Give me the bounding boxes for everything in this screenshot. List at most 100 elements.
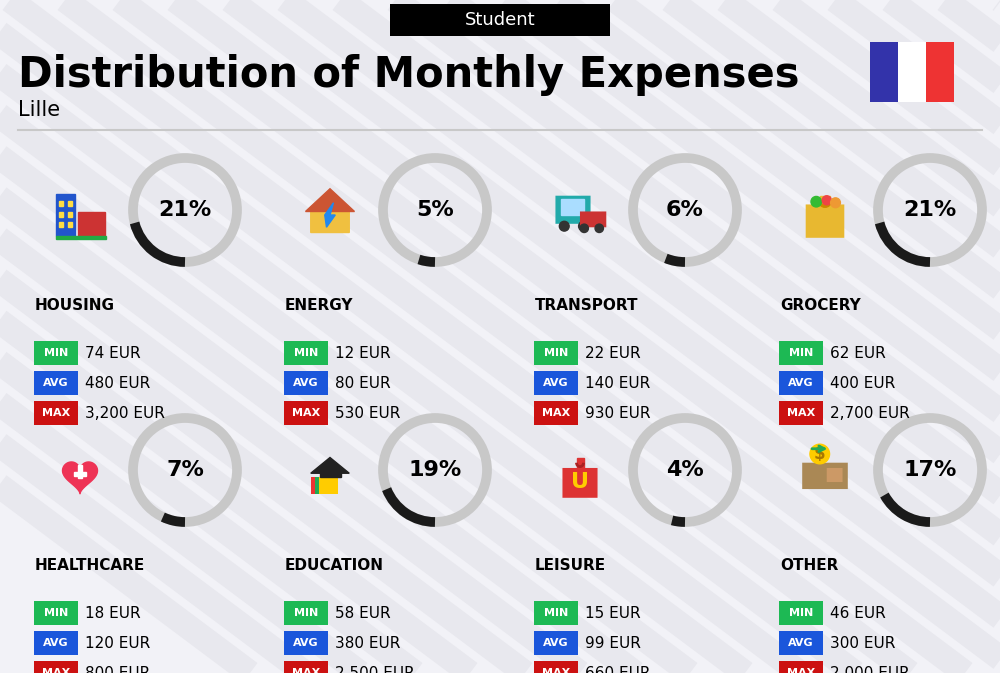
FancyBboxPatch shape — [779, 601, 823, 625]
FancyBboxPatch shape — [806, 205, 844, 238]
FancyBboxPatch shape — [926, 42, 954, 102]
Text: 19%: 19% — [408, 460, 462, 480]
Text: 62 EUR: 62 EUR — [830, 345, 886, 361]
Text: MAX: MAX — [292, 668, 320, 673]
FancyBboxPatch shape — [284, 661, 328, 673]
Text: 15 EUR: 15 EUR — [585, 606, 641, 621]
Bar — [78, 211, 104, 236]
Text: MAX: MAX — [42, 668, 70, 673]
Bar — [59, 222, 63, 227]
Text: EDUCATION: EDUCATION — [285, 557, 384, 573]
Text: MAX: MAX — [542, 408, 570, 418]
Text: MIN: MIN — [544, 348, 568, 358]
Polygon shape — [306, 188, 354, 211]
Polygon shape — [311, 192, 349, 232]
Text: 46 EUR: 46 EUR — [830, 606, 886, 621]
FancyBboxPatch shape — [779, 631, 823, 655]
Text: GROCERY: GROCERY — [780, 297, 861, 312]
FancyBboxPatch shape — [580, 211, 606, 227]
FancyBboxPatch shape — [284, 401, 328, 425]
Text: 530 EUR: 530 EUR — [335, 406, 400, 421]
Text: 140 EUR: 140 EUR — [585, 376, 650, 390]
Circle shape — [811, 197, 822, 207]
FancyBboxPatch shape — [319, 476, 338, 494]
Bar — [68, 222, 72, 227]
Text: MIN: MIN — [294, 348, 318, 358]
Text: MAX: MAX — [292, 408, 320, 418]
FancyBboxPatch shape — [555, 196, 591, 224]
Text: MAX: MAX — [542, 668, 570, 673]
Text: OTHER: OTHER — [780, 557, 838, 573]
FancyBboxPatch shape — [34, 601, 78, 625]
FancyBboxPatch shape — [898, 42, 926, 102]
Text: 22 EUR: 22 EUR — [585, 345, 641, 361]
Text: AVG: AVG — [788, 638, 814, 648]
FancyBboxPatch shape — [802, 463, 848, 489]
Text: LEISURE: LEISURE — [535, 557, 606, 573]
Text: 12 EUR: 12 EUR — [335, 345, 391, 361]
Circle shape — [559, 221, 569, 231]
Circle shape — [579, 221, 588, 231]
FancyBboxPatch shape — [779, 661, 823, 673]
Text: 2,500 EUR: 2,500 EUR — [335, 666, 415, 673]
FancyBboxPatch shape — [779, 401, 823, 425]
FancyBboxPatch shape — [34, 401, 78, 425]
Polygon shape — [63, 462, 97, 493]
FancyBboxPatch shape — [284, 371, 328, 395]
Bar — [68, 211, 72, 217]
Circle shape — [595, 224, 603, 232]
Text: MAX: MAX — [787, 668, 815, 673]
Text: TRANSPORT: TRANSPORT — [535, 297, 639, 312]
Text: MIN: MIN — [544, 608, 568, 618]
Text: 18 EUR: 18 EUR — [85, 606, 141, 621]
Text: 21%: 21% — [903, 200, 957, 220]
Polygon shape — [325, 203, 335, 227]
Text: 2,700 EUR: 2,700 EUR — [830, 406, 910, 421]
Text: AVG: AVG — [293, 378, 319, 388]
FancyBboxPatch shape — [315, 476, 334, 494]
Text: 120 EUR: 120 EUR — [85, 635, 150, 651]
FancyBboxPatch shape — [827, 468, 843, 482]
Text: 7%: 7% — [166, 460, 204, 480]
Circle shape — [822, 196, 831, 205]
Text: 6%: 6% — [666, 200, 704, 220]
Text: 21%: 21% — [158, 200, 212, 220]
Text: AVG: AVG — [543, 378, 569, 388]
Text: 480 EUR: 480 EUR — [85, 376, 150, 390]
Text: 400 EUR: 400 EUR — [830, 376, 895, 390]
Text: 930 EUR: 930 EUR — [585, 406, 650, 421]
Circle shape — [810, 444, 830, 464]
Circle shape — [580, 224, 588, 232]
Text: U: U — [571, 472, 589, 492]
Text: MAX: MAX — [787, 408, 815, 418]
Text: HOUSING: HOUSING — [35, 297, 115, 312]
Bar — [820, 196, 830, 206]
Text: 380 EUR: 380 EUR — [335, 635, 400, 651]
Bar — [68, 201, 72, 206]
Text: 2,000 EUR: 2,000 EUR — [830, 666, 910, 673]
Text: Student: Student — [465, 11, 535, 29]
FancyBboxPatch shape — [534, 631, 578, 655]
FancyBboxPatch shape — [34, 341, 78, 365]
FancyBboxPatch shape — [34, 661, 78, 673]
Bar — [576, 458, 584, 470]
FancyBboxPatch shape — [390, 4, 610, 36]
FancyBboxPatch shape — [534, 661, 578, 673]
Text: MIN: MIN — [294, 608, 318, 618]
Text: HEALTHCARE: HEALTHCARE — [35, 557, 145, 573]
Text: 800 EUR: 800 EUR — [85, 666, 150, 673]
Text: $: $ — [814, 445, 826, 463]
FancyBboxPatch shape — [311, 476, 330, 494]
Text: 5%: 5% — [416, 200, 454, 220]
FancyBboxPatch shape — [562, 468, 598, 498]
Text: MIN: MIN — [44, 608, 68, 618]
Text: MIN: MIN — [44, 348, 68, 358]
Bar — [78, 465, 82, 478]
Text: 4%: 4% — [666, 460, 704, 480]
Polygon shape — [311, 458, 349, 473]
Bar — [320, 472, 340, 476]
Text: 660 EUR: 660 EUR — [585, 666, 650, 673]
Text: 80 EUR: 80 EUR — [335, 376, 391, 390]
Text: MIN: MIN — [789, 348, 813, 358]
FancyBboxPatch shape — [779, 371, 823, 395]
